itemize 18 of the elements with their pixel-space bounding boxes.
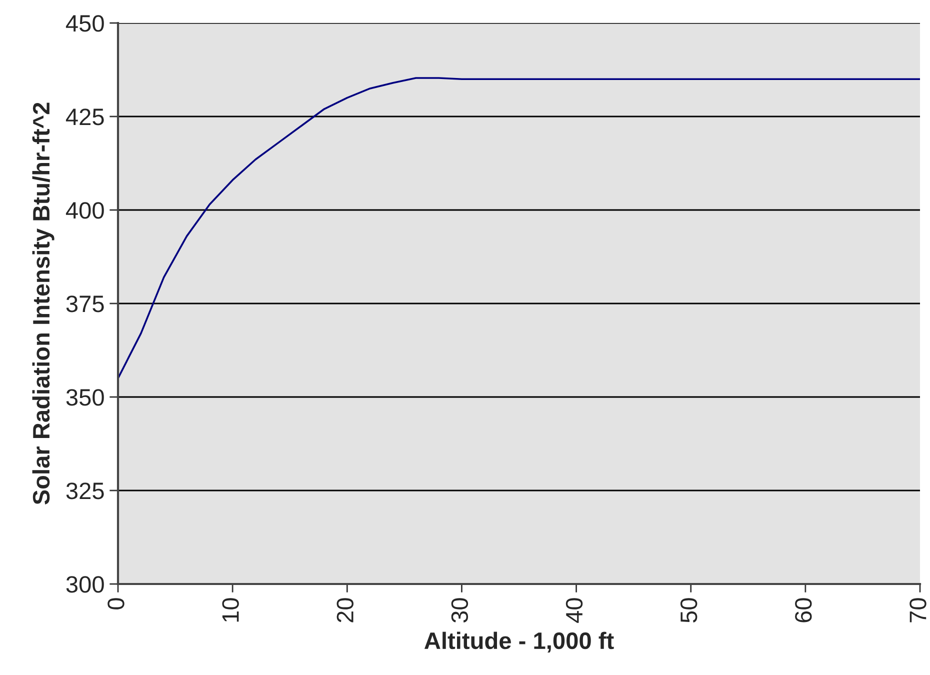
y-tick-label: 300 xyxy=(66,576,104,593)
x-tick-label: 50 xyxy=(680,598,698,623)
y-tick-label: 325 xyxy=(66,482,104,500)
y-axis-title: Solar Radiation Intensity Btu/hr-ft^2 xyxy=(32,102,54,505)
line-series xyxy=(118,77,920,380)
x-tick-label: 20 xyxy=(336,598,354,622)
y-tick-label: 375 xyxy=(66,296,104,312)
x-axis-title: Altitude - 1,000 ft xyxy=(424,632,614,653)
x-tick-label: 30 xyxy=(451,598,468,623)
x-tick-label: 0 xyxy=(108,598,124,610)
x-tick-label: 40 xyxy=(566,598,583,623)
y-tick-label: 400 xyxy=(66,202,104,219)
x-tick-label: 10 xyxy=(222,598,239,622)
y-tick-label: 425 xyxy=(66,108,104,126)
x-tick-label: 60 xyxy=(795,598,812,622)
y-tick-label: 450 xyxy=(66,15,104,32)
x-tick-label: 70 xyxy=(910,598,926,622)
y-tick-label: 350 xyxy=(66,389,104,406)
